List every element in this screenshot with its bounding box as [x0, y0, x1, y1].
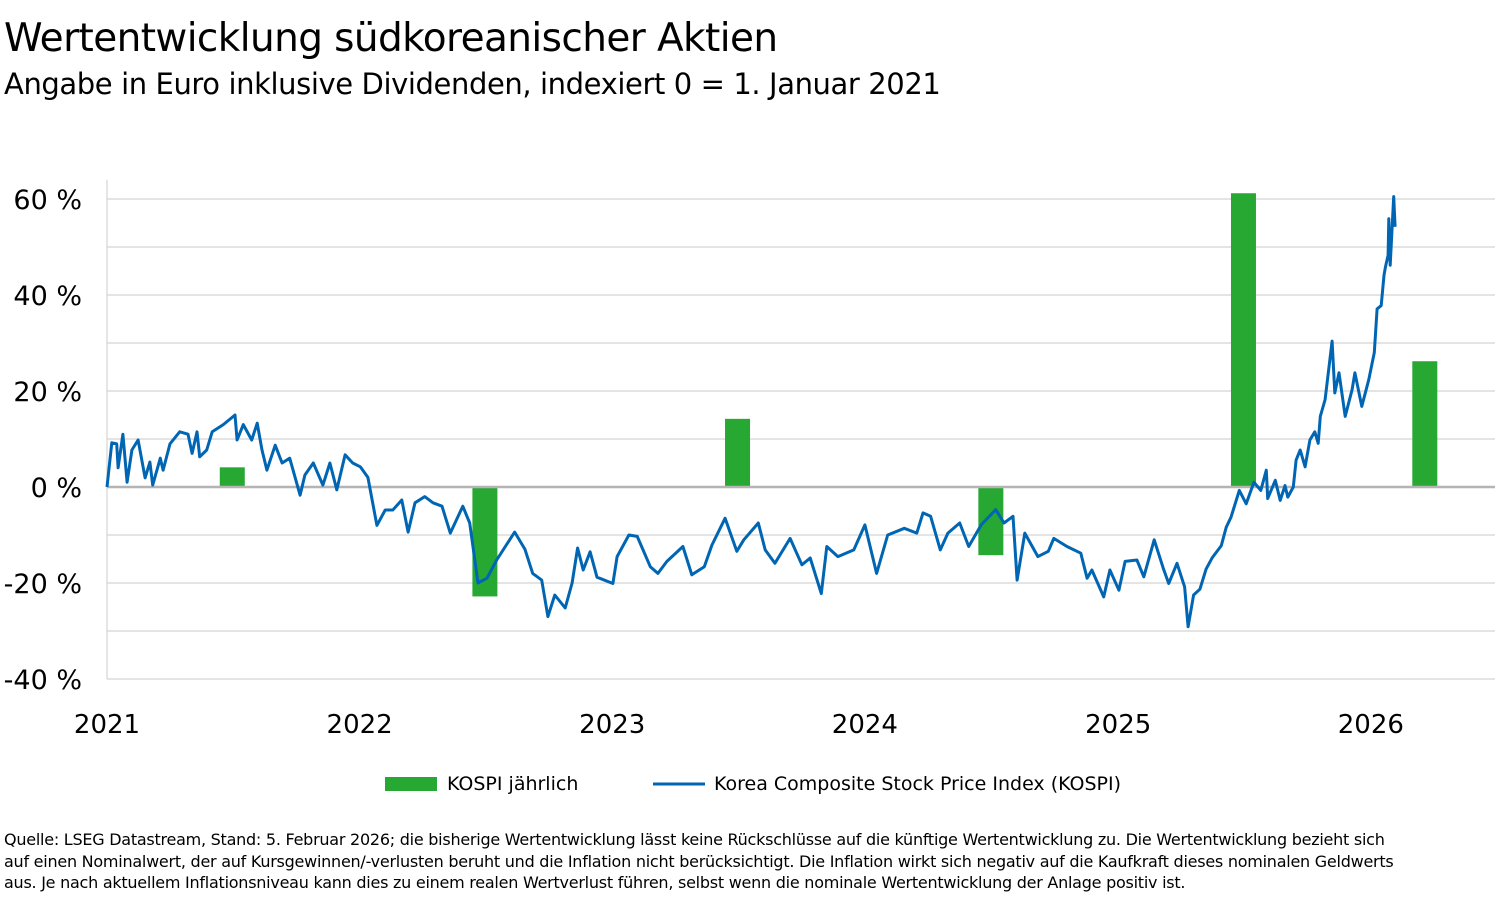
bar-series — [219, 193, 1438, 597]
footnote-line: auf einen Nominalwert, der auf Kursgewin… — [4, 851, 1394, 871]
x-axis-ticks: 2021 2022 2023 2024 2025 2026 — [74, 710, 1404, 740]
x-tick-label: 2026 — [1338, 710, 1404, 740]
bar-kospi-jaehrlich — [1412, 361, 1438, 487]
y-tick-label: 0 % — [31, 473, 82, 504]
footnote-line: aus. Je nach aktuellem Inflationsniveau … — [4, 873, 1186, 892]
x-tick-label: 2023 — [579, 710, 645, 740]
y-tick-label: -40 % — [4, 665, 82, 696]
x-tick-label: 2025 — [1085, 710, 1151, 740]
y-axis-ticks: 60 % 40 % 20 % 0 % -20 % -40 % — [4, 185, 82, 696]
footnote-line: Quelle: LSEG Datastream, Stand: 5. Febru… — [4, 830, 1385, 849]
legend-bar-swatch — [385, 777, 437, 791]
legend-bar-label: KOSPI jährlich — [447, 773, 578, 795]
y-tick-label: -20 % — [4, 569, 82, 600]
legend: KOSPI jährlich Korea Composite Stock Pri… — [385, 773, 1121, 795]
x-tick-label: 2024 — [832, 710, 898, 740]
bar-kospi-jaehrlich — [219, 467, 245, 487]
bar-kospi-jaehrlich — [978, 487, 1004, 556]
y-tick-label: 60 % — [13, 185, 82, 216]
legend-line-label: Korea Composite Stock Price Index (KOSPI… — [714, 773, 1121, 795]
kospi-line — [105, 195, 1397, 629]
bar-kospi-jaehrlich — [1230, 193, 1256, 488]
x-tick-label: 2021 — [74, 710, 140, 740]
y-tick-label: 40 % — [13, 281, 82, 312]
y-tick-label: 20 % — [13, 377, 82, 408]
gridlines — [107, 198, 1495, 680]
chart-title: Wertentwicklung südkoreanischer Aktien — [4, 16, 778, 61]
x-tick-label: 2022 — [327, 710, 393, 740]
footnote: Quelle: LSEG Datastream, Stand: 5. Febru… — [4, 829, 1494, 894]
bar-kospi-jaehrlich — [725, 418, 751, 487]
chart-subtitle: Angabe in Euro inklusive Dividenden, ind… — [4, 67, 941, 101]
